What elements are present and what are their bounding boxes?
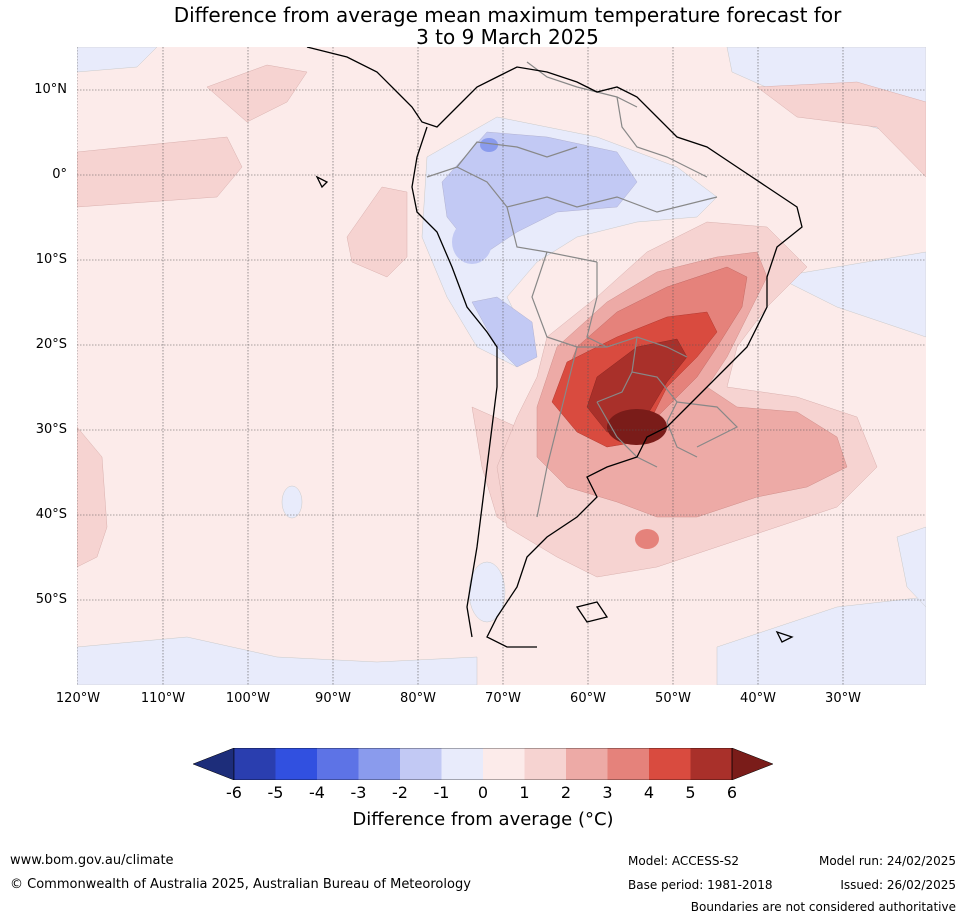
colorbar-tick-5: 5 bbox=[685, 783, 696, 802]
coastline bbox=[306, 47, 803, 648]
colorbar-tick-m1: -1 bbox=[433, 783, 450, 802]
lat-label-30s: 30°S bbox=[35, 422, 67, 437]
lon-label-50w: 50°W bbox=[655, 691, 691, 706]
colorbar-tick-3: 3 bbox=[602, 783, 613, 802]
colorbar-bin-1-2 bbox=[524, 748, 566, 780]
anomaly-cool-nw bbox=[77, 47, 158, 73]
lon-label-80w: 80°W bbox=[400, 691, 436, 706]
anomaly-warm-pacific-3 bbox=[346, 186, 408, 278]
lon-label-100w: 100°W bbox=[225, 691, 271, 706]
lon-label-70w: 70°W bbox=[485, 691, 521, 706]
anomaly-cool-spot-1 bbox=[281, 485, 303, 519]
anomaly-cool-se bbox=[716, 596, 926, 685]
anomaly-cool-core bbox=[480, 138, 498, 152]
anomaly-warm-pacific-1 bbox=[77, 136, 243, 208]
anomaly-warm-atlantic-n bbox=[756, 81, 926, 178]
colorbar-bin-0-1 bbox=[483, 748, 525, 780]
colorbar-tick-1: 1 bbox=[519, 783, 530, 802]
colorbar-tick-0: 0 bbox=[477, 783, 489, 802]
colorbar-tick-m5: -5 bbox=[267, 783, 284, 802]
anomaly-warm-5 bbox=[586, 338, 688, 433]
colorbar-tick-m6: -6 bbox=[226, 783, 242, 802]
base-period: Base period: 1981-2018 bbox=[628, 878, 773, 892]
colorbar-bin-m3-m2 bbox=[358, 748, 400, 780]
colorbar-bin-m5-m4 bbox=[275, 748, 317, 780]
colorbar-tick-4: 4 bbox=[643, 783, 655, 802]
colorbar-tick-6: 6 bbox=[726, 783, 738, 802]
anomaly-cool-east bbox=[776, 251, 926, 338]
website-link[interactable]: www.bom.gov.au/climate bbox=[10, 853, 174, 868]
colorbar-bin-4-5 bbox=[649, 748, 691, 780]
lat-label-50s: 50°S bbox=[35, 592, 67, 607]
lat-label-10n: 10°N bbox=[34, 82, 67, 97]
lon-label-110w: 110°W bbox=[140, 691, 186, 706]
lat-label-20s: 20°S bbox=[35, 337, 67, 352]
lat-label-10s: 10°S bbox=[35, 252, 67, 267]
lat-label-40s: 40°S bbox=[35, 507, 67, 522]
lon-label-120w: 120°W bbox=[55, 691, 101, 706]
anomaly-cool-peru bbox=[452, 220, 492, 264]
anomaly-cool-core-2 bbox=[565, 170, 609, 190]
anomaly-cool-se2 bbox=[896, 526, 926, 608]
lon-label-90w: 90°W bbox=[315, 691, 351, 706]
model-run-date: Model run: 24/02/2025 bbox=[818, 854, 956, 868]
boundaries-disclaimer: Boundaries are not considered authoritat… bbox=[690, 900, 956, 914]
title-line-2: 3 to 9 March 2025 bbox=[416, 25, 599, 49]
anomaly-warm-spot bbox=[635, 529, 659, 549]
colorbar-bin-m4-m3 bbox=[317, 748, 359, 780]
lon-label-30w: 30°W bbox=[825, 691, 861, 706]
country-borders bbox=[426, 61, 739, 518]
issued-date: Issued: 26/02/2025 bbox=[840, 878, 956, 892]
lat-label-0: 0° bbox=[52, 167, 67, 182]
colorbar-bin-2-3 bbox=[566, 748, 608, 780]
anomaly-warm-south-pacific bbox=[77, 426, 108, 568]
lon-label-40w: 40°W bbox=[740, 691, 776, 706]
model-name: Model: ACCESS-S2 bbox=[628, 854, 740, 868]
lon-label-60w: 60°W bbox=[570, 691, 606, 706]
forecast-map bbox=[77, 47, 926, 685]
colorbar-bin-m1-0 bbox=[441, 748, 483, 780]
title-line-1: Difference from average mean maximum tem… bbox=[173, 3, 842, 27]
anomaly-cool-sw bbox=[77, 636, 478, 685]
colorbar-tick-m2: -2 bbox=[392, 783, 408, 802]
anomaly-warm-pacific-2 bbox=[206, 64, 308, 123]
colorbar-tick-m4: -4 bbox=[309, 783, 325, 802]
colorbar-label: Difference from average (°C) bbox=[352, 809, 614, 830]
anomaly-warm-6 bbox=[607, 409, 667, 445]
copyright-text: © Commonwealth of Australia 2025, Austra… bbox=[10, 877, 471, 892]
colorbar-bin-m2-m1 bbox=[400, 748, 442, 780]
map-title: Difference from average mean maximum tem… bbox=[0, 4, 965, 48]
colorbar-bin-3-4 bbox=[607, 748, 649, 780]
colorbar-bin-5-6 bbox=[690, 748, 732, 780]
colorbar bbox=[193, 748, 773, 780]
colorbar-max-arrow bbox=[731, 748, 773, 780]
colorbar-min-arrow bbox=[193, 748, 235, 780]
colorbar-bin-m6-m5 bbox=[234, 748, 276, 780]
colorbar-tick-2: 2 bbox=[560, 783, 572, 802]
colorbar-tick-m3: -3 bbox=[350, 783, 367, 802]
